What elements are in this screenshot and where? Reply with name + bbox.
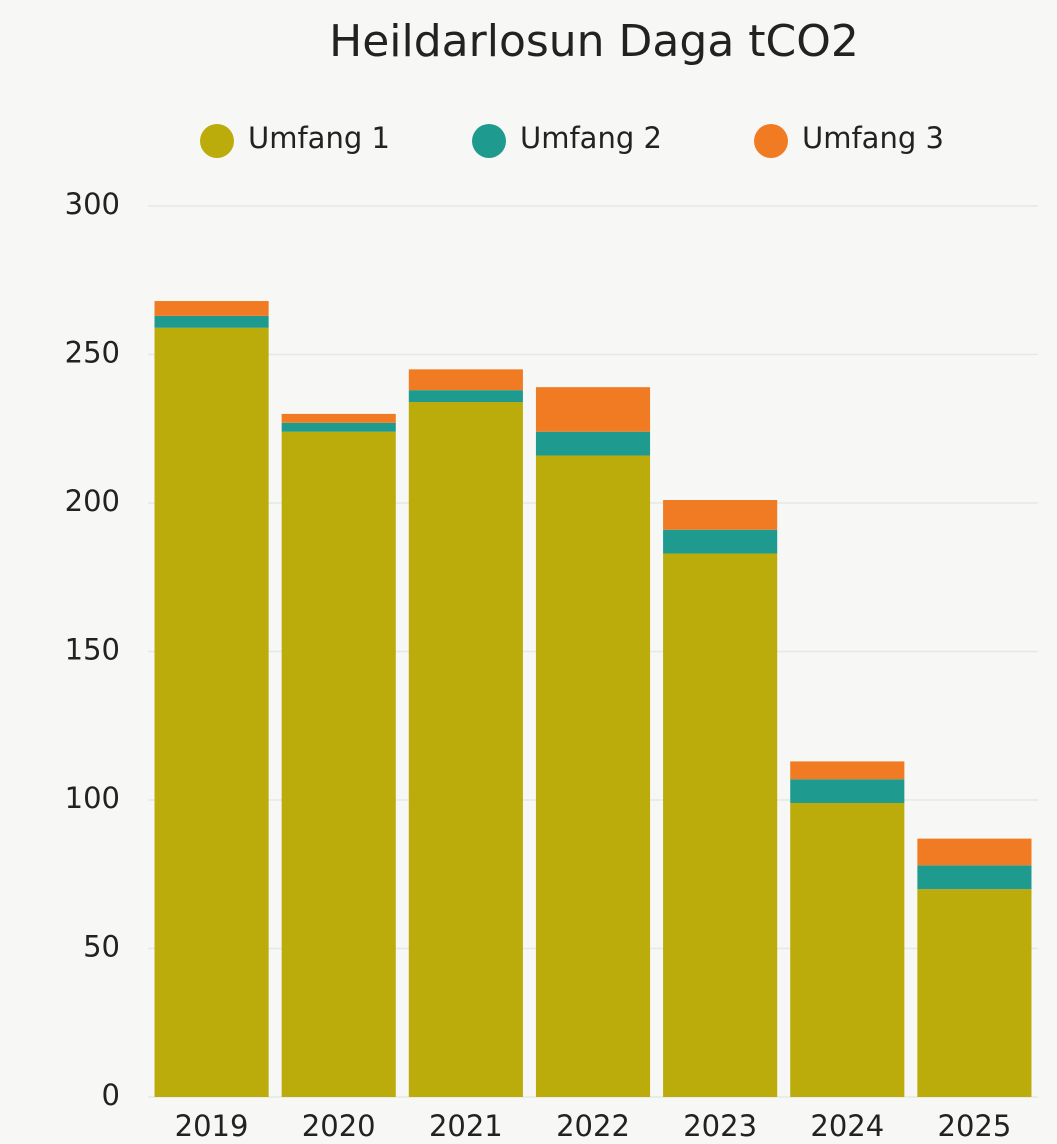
y-tick-label: 300 (65, 187, 120, 221)
bar-segment (154, 315, 269, 328)
x-tick-label: 2020 (302, 1109, 376, 1143)
y-tick-label: 150 (65, 633, 120, 667)
bar-segment (535, 455, 651, 1098)
bar-segment (663, 500, 778, 530)
legend-marker (200, 124, 234, 158)
y-tick-label: 250 (65, 336, 120, 370)
legend-label: Umfang 3 (802, 121, 944, 155)
chart-title: Heildarlosun Daga tCO2 (329, 16, 859, 67)
legend-marker (754, 124, 788, 158)
x-tick-label: 2023 (683, 1109, 757, 1143)
x-tick-label: 2024 (810, 1109, 884, 1143)
bar-segment (790, 802, 905, 1097)
bar-segment (408, 402, 523, 1097)
bar-segment (281, 413, 396, 423)
bar-segment (408, 369, 523, 391)
bar-segment (535, 387, 651, 432)
y-tick-label: 50 (83, 930, 120, 964)
bar-segment (790, 761, 905, 780)
bar-segment (663, 529, 778, 554)
y-tick-label: 100 (65, 781, 120, 815)
y-tick-label: 200 (65, 484, 120, 518)
x-tick-label: 2025 (938, 1109, 1012, 1143)
y-tick-label: 0 (102, 1078, 120, 1112)
legend-label: Umfang 2 (520, 121, 662, 155)
bar-segment (154, 301, 269, 316)
x-tick-label: 2021 (429, 1109, 503, 1143)
bar-segment (408, 390, 523, 403)
bar-segment (281, 422, 396, 432)
bar-segment (535, 431, 651, 456)
bar-segment (917, 865, 1032, 890)
legend-marker (472, 124, 506, 158)
bar-segment (154, 327, 269, 1097)
legend-label: Umfang 1 (248, 121, 390, 155)
x-tick-label: 2022 (556, 1109, 630, 1143)
bar-segment (917, 838, 1032, 866)
bar-segment (790, 779, 905, 803)
x-tick-label: 2019 (175, 1109, 249, 1143)
bar-segment (281, 431, 396, 1098)
bar-segment (663, 553, 778, 1097)
bar-segment (917, 889, 1032, 1097)
